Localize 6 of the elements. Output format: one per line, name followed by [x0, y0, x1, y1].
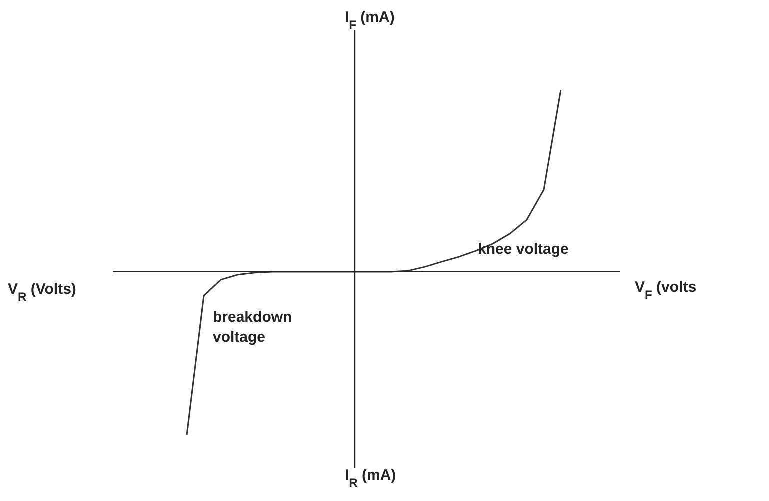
annotation: knee voltage [478, 240, 569, 258]
text: I$_{R}$ (mA) [345, 467, 396, 490]
text: V$_{R}$ (Volts) [8, 280, 76, 304]
x-axis-title: V$_{F}$ (volts [635, 278, 697, 302]
annotation: breakdown voltage [213, 308, 292, 346]
y-axis-title: I$_{F}$ (mA) [345, 9, 395, 32]
